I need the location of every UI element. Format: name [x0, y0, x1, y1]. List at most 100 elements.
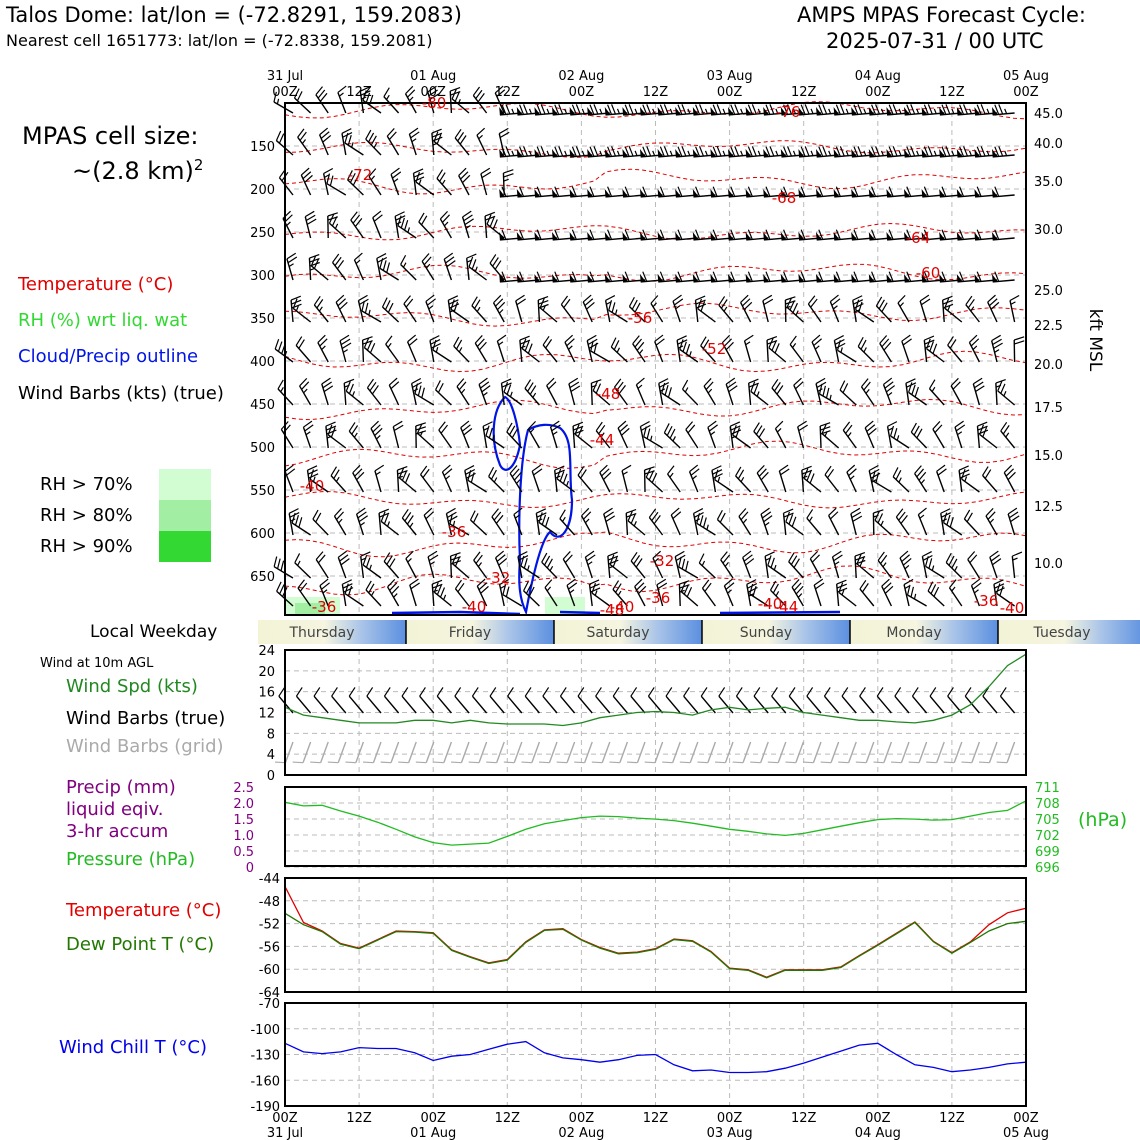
wind-barb-pennant — [886, 148, 893, 157]
wind-barb-feather — [884, 381, 894, 389]
wind-barb-feather — [410, 582, 420, 590]
wind-barb-feather — [841, 589, 845, 596]
wind-barb-feather — [705, 381, 714, 390]
wind-barb — [315, 559, 329, 579]
kft-tick-label: 35.0 — [1034, 175, 1063, 190]
forecast-cycle-date: 2025-07-31 / 00 UTC — [826, 29, 1044, 53]
wind-barb-feather — [747, 271, 753, 282]
wind-barb-feather — [642, 146, 648, 157]
wind-barb — [362, 564, 382, 579]
wind-barb-feather — [442, 464, 451, 473]
wind-barb-feather — [503, 173, 514, 178]
wind-barb-feather — [738, 508, 747, 517]
wind-barb — [425, 301, 435, 323]
wind-barb-feather — [634, 338, 643, 348]
legend-dewpoint: Dew Point T (°C) — [66, 934, 215, 955]
wind-barb-feather — [994, 186, 1000, 197]
wind-barb — [824, 474, 840, 493]
wind-barb-feather — [341, 128, 352, 134]
wind-barb-feather — [501, 271, 507, 282]
wind-barb-pennant — [516, 188, 523, 197]
wind-barb-feather — [945, 146, 951, 157]
grid-wind-barb — [601, 741, 611, 763]
wind-barb-feather — [319, 92, 328, 102]
wind-barb-feather — [835, 186, 841, 197]
wind-barb-feather — [934, 424, 943, 433]
wind-barb — [680, 591, 699, 607]
wind-barb-feather — [464, 465, 475, 471]
wind-barb-feather — [881, 338, 890, 348]
wind-barb-feather — [425, 263, 431, 269]
wind-barb-pennant — [851, 148, 857, 157]
wind-barb-feather — [541, 514, 547, 525]
wind-barb-feather — [906, 271, 912, 282]
surface-wind-barb-feather — [982, 687, 990, 697]
wind-barb-feather — [624, 186, 630, 197]
wind-barb-pennant — [763, 106, 769, 115]
wind-barb-feather — [589, 229, 595, 240]
wind-barb-feather — [527, 382, 534, 392]
wind-barb-feather — [892, 467, 899, 477]
wind-barb-feather — [737, 469, 745, 480]
wind-barb-feather — [460, 388, 466, 394]
wind-barb-feather — [800, 271, 806, 282]
surface-wind-barb — [366, 695, 382, 714]
wind-barb-feather — [332, 253, 340, 263]
wind-barb-pennant — [710, 148, 717, 157]
wind-barb — [491, 516, 505, 536]
wind-barb — [577, 474, 593, 493]
surface-wind-barb — [630, 695, 646, 714]
wind-barb-feather — [801, 469, 813, 475]
wind-barb-feather — [756, 464, 765, 474]
grid-wind-barb — [883, 741, 893, 763]
wind-barb-feather — [1000, 383, 1006, 394]
wind-barb-feather — [575, 146, 581, 157]
wind-barb-feather — [857, 336, 864, 347]
wind-barb-feather — [831, 298, 841, 306]
wind-barb-feather — [569, 381, 580, 389]
grid-wind-barb-feather — [433, 761, 444, 764]
wind-barb-feather — [554, 186, 560, 197]
grid-wind-barb-feather — [697, 761, 708, 764]
dewpoint-line — [284, 912, 1027, 979]
wind-barb-feather — [419, 430, 424, 437]
wind-barb-feather — [888, 229, 894, 240]
wind-barb-pennant — [868, 188, 875, 197]
wind-barb-feather — [342, 349, 348, 353]
wind-barb-feather — [792, 343, 797, 348]
wind-barb-feather — [783, 186, 789, 197]
surface-wind-barb — [542, 695, 558, 714]
wind-barb-pennant — [921, 148, 928, 157]
wind-barb-feather — [672, 294, 682, 302]
wind-barb-feather — [428, 305, 434, 310]
wind-barb-feather — [362, 336, 373, 341]
wind-barb-feather — [808, 516, 813, 522]
wind-barb-feather — [506, 422, 513, 433]
wind-barb-feather — [906, 229, 912, 240]
wind-barb-feather — [786, 297, 793, 308]
wind-barb-feather — [481, 385, 491, 393]
wind-barb-pennant — [727, 273, 734, 282]
wind-barb-feather — [827, 468, 835, 479]
wind-barb-feather — [825, 387, 830, 399]
wind-barb-feather — [760, 471, 769, 481]
wind-barb-feather — [443, 221, 449, 227]
wind-barb — [337, 557, 347, 579]
wind-barb-pennant — [903, 231, 910, 240]
wind-barb-feather — [880, 520, 884, 526]
wind-barb — [672, 300, 681, 323]
bottom-hour-label: 00Z — [420, 1111, 446, 1126]
wind-barb-feather — [652, 108, 656, 114]
grid-wind-barb-feather — [750, 761, 761, 764]
wind-barb-feather — [586, 554, 596, 562]
wind-barb-feather — [725, 377, 736, 385]
wind-barb-feather — [952, 381, 961, 390]
wind-barb-feather — [366, 378, 374, 389]
wind-barb-feather — [906, 186, 912, 197]
wind-barb-feather — [680, 581, 687, 592]
wind-barb-pennant — [815, 148, 822, 157]
wind-barb-feather — [1000, 421, 1008, 432]
wind-barb-feather — [353, 432, 358, 438]
wind-barb-feather — [323, 385, 334, 393]
wind-barb-feather — [274, 339, 280, 350]
